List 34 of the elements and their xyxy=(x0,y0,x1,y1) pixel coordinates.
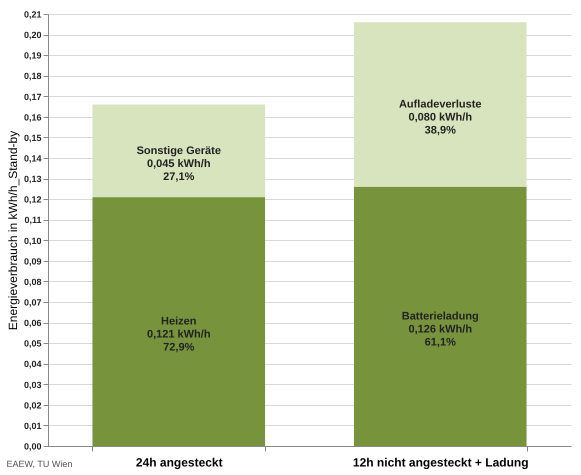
y-tick-label: 0,21 xyxy=(24,10,42,20)
y-tick-label: 0,05 xyxy=(24,338,42,349)
y-tick-label: 0,13 xyxy=(24,174,42,184)
y-tick-label: 0,20 xyxy=(24,30,42,40)
y-tick-label: 0,14 xyxy=(24,154,42,164)
bar xyxy=(354,22,527,187)
y-tick-label: 0,00 xyxy=(24,442,42,452)
bar xyxy=(92,104,266,198)
x-tick-label: 12h nicht angesteckt + Ladung xyxy=(352,456,529,470)
y-tick-label: 0,17 xyxy=(24,92,42,102)
data-label: Aufladeverluste 0,080 kWh/h 38,9% xyxy=(398,98,482,137)
y-tick-label: 0,11 xyxy=(24,215,42,226)
data-label: Heizen 0,121 kWh/h 72,9% xyxy=(146,316,211,354)
y-axis-title: Energieverbrauch in kWh/h_Stand-by xyxy=(6,130,20,330)
y-tick-label: 0,02 xyxy=(24,400,42,410)
y-tick-label: 0,09 xyxy=(24,256,42,266)
bar xyxy=(92,197,266,446)
x-tick-label: 24h angesteckt xyxy=(136,456,223,470)
text: EAEW, TU Wien xyxy=(6,459,72,469)
y-tick-label: 0,18 xyxy=(24,71,42,82)
y-tick-label: 0,04 xyxy=(24,359,42,370)
y-tick-label: 0,08 xyxy=(24,276,42,287)
y-tick-label: 0,01 xyxy=(24,420,42,431)
y-tick-label: 0,03 xyxy=(24,380,42,390)
y-tick-label: 0,19 xyxy=(24,50,42,61)
y-tick-label: 0,10 xyxy=(24,236,42,246)
y-tick-label: 0,16 xyxy=(24,112,42,122)
y-tick-label: 0,15 xyxy=(24,132,42,143)
y-tick-label: 0,12 xyxy=(24,194,42,205)
data-label: Batterieladung 0,126 kWh/h 61,1% xyxy=(402,310,479,348)
bar xyxy=(354,186,527,446)
data-label: Sonstige Geräte 0,045 kWh/h 27,1% xyxy=(136,144,221,183)
y-tick-label: 0,07 xyxy=(24,298,42,308)
y-tick-label: 0,06 xyxy=(24,318,42,328)
